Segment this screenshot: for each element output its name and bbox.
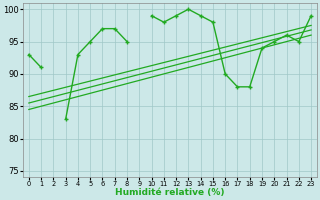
X-axis label: Humidité relative (%): Humidité relative (%) [115, 188, 225, 197]
